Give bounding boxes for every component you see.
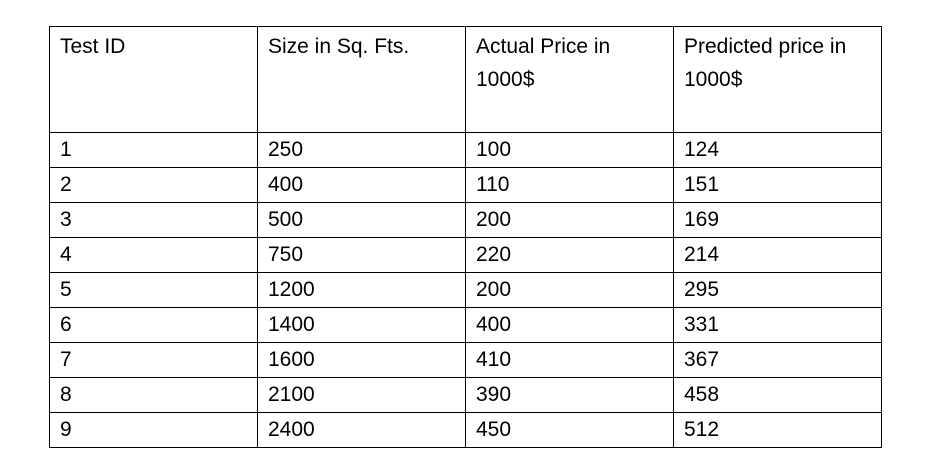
cell-size: 400 [257, 167, 466, 203]
cell-actual-price: 410 [465, 342, 674, 378]
cell-actual-price: 450 [465, 412, 674, 448]
cell-test-id: 6 [49, 307, 258, 343]
table-row: 5 1200 200 295 [49, 272, 882, 308]
table-header-row: Test ID Size in Sq. Fts. Actual Price in… [49, 26, 882, 133]
cell-size: 1600 [257, 342, 466, 378]
cell-predicted-price: 458 [673, 377, 882, 413]
cell-predicted-price: 512 [673, 412, 882, 448]
cell-test-id: 1 [49, 132, 258, 168]
cell-predicted-price: 331 [673, 307, 882, 343]
cell-predicted-price: 151 [673, 167, 882, 203]
cell-actual-price: 220 [465, 237, 674, 273]
table-row: 4 750 220 214 [49, 237, 882, 273]
cell-predicted-price: 295 [673, 272, 882, 308]
cell-predicted-price: 169 [673, 202, 882, 238]
table-row: 8 2100 390 458 [49, 377, 882, 413]
table-row: 7 1600 410 367 [49, 342, 882, 378]
cell-actual-price: 200 [465, 272, 674, 308]
cell-predicted-price: 367 [673, 342, 882, 378]
cell-predicted-price: 214 [673, 237, 882, 273]
cell-actual-price: 200 [465, 202, 674, 238]
table-row: 9 2400 450 512 [49, 412, 882, 448]
price-prediction-table: Test ID Size in Sq. Fts. Actual Price in… [49, 26, 882, 448]
header-size: Size in Sq. Fts. [257, 26, 466, 133]
header-test-id: Test ID [49, 26, 258, 133]
cell-actual-price: 400 [465, 307, 674, 343]
table-row: 2 400 110 151 [49, 167, 882, 203]
cell-size: 1200 [257, 272, 466, 308]
cell-test-id: 7 [49, 342, 258, 378]
cell-test-id: 4 [49, 237, 258, 273]
table-row: 3 500 200 169 [49, 202, 882, 238]
table-row: 6 1400 400 331 [49, 307, 882, 343]
cell-test-id: 2 [49, 167, 258, 203]
header-actual-price: Actual Price in 1000$ [465, 26, 674, 133]
cell-test-id: 5 [49, 272, 258, 308]
cell-actual-price: 100 [465, 132, 674, 168]
cell-test-id: 9 [49, 412, 258, 448]
cell-actual-price: 110 [465, 167, 674, 203]
cell-actual-price: 390 [465, 377, 674, 413]
header-predicted-price: Predicted price in 1000$ [673, 26, 882, 133]
cell-size: 2100 [257, 377, 466, 413]
cell-test-id: 8 [49, 377, 258, 413]
cell-size: 1400 [257, 307, 466, 343]
table-row: 1 250 100 124 [49, 132, 882, 168]
cell-size: 250 [257, 132, 466, 168]
cell-predicted-price: 124 [673, 132, 882, 168]
cell-size: 750 [257, 237, 466, 273]
cell-test-id: 3 [49, 202, 258, 238]
cell-size: 500 [257, 202, 466, 238]
cell-size: 2400 [257, 412, 466, 448]
data-table-container: Test ID Size in Sq. Fts. Actual Price in… [49, 26, 882, 448]
